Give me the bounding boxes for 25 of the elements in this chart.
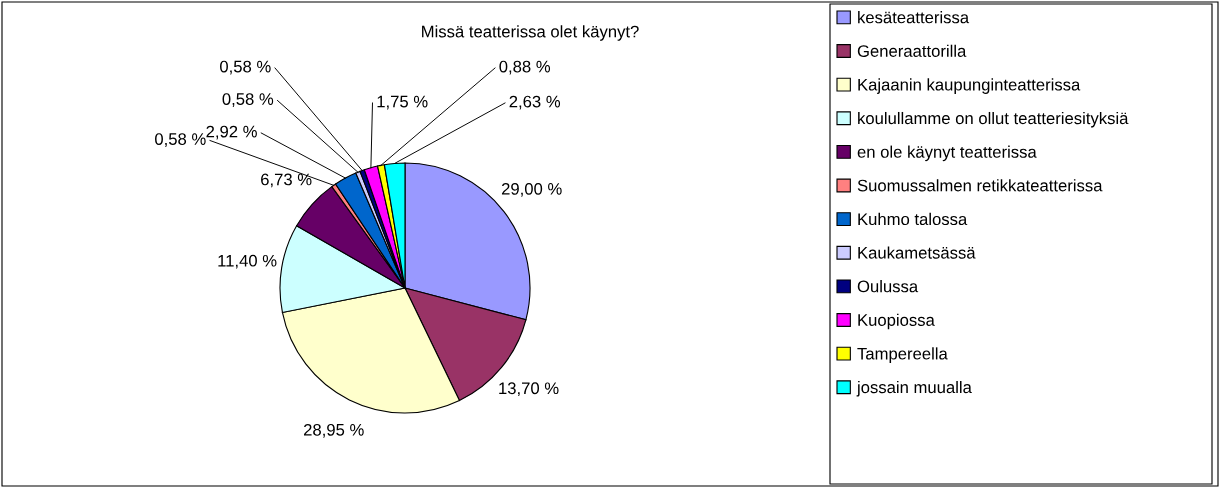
data-label: 11,40 % [218, 254, 277, 269]
legend-label: Suomussalmen retikkateatterissa [857, 179, 1103, 192]
legend-label: kesäteatterissa [858, 11, 970, 24]
legend-label: jossain muualla [856, 380, 972, 397]
legend-label: Kaukametsässä [858, 246, 976, 259]
legend-label: en ole käynyt teatterissa [857, 145, 1037, 162]
data-label: 1,75 % [377, 95, 428, 110]
data-label: 0,58 % [220, 60, 271, 75]
data-label: 2,92 % [206, 125, 257, 140]
data-label: 29,00 % [501, 182, 562, 197]
legend-label: Tampereella [857, 347, 948, 363]
data-label: 0,58 % [222, 93, 274, 107]
data-label: 13,70 % [499, 382, 559, 397]
data-label: 2,63 % [509, 95, 561, 110]
legend-label: Kuopiossa [858, 313, 935, 330]
text: Missä teatterissa olet käynyt? [422, 25, 639, 41]
legend-label: Kuhmo talossa [858, 212, 968, 226]
data-label: 0,88 % [499, 60, 551, 75]
legend-label: Oulussa [857, 280, 919, 293]
legend-label: Kajaanin kaupunginteatterissa [858, 78, 1081, 94]
data-label: 28,95 % [304, 423, 364, 438]
data-label: 6,73 % [261, 173, 312, 188]
legend-label: Generaattorilla [857, 44, 967, 57]
data-label: 0,58 % [155, 133, 206, 147]
legend-label: koulullamme on ollut teatteriesityksiä [858, 111, 1129, 128]
